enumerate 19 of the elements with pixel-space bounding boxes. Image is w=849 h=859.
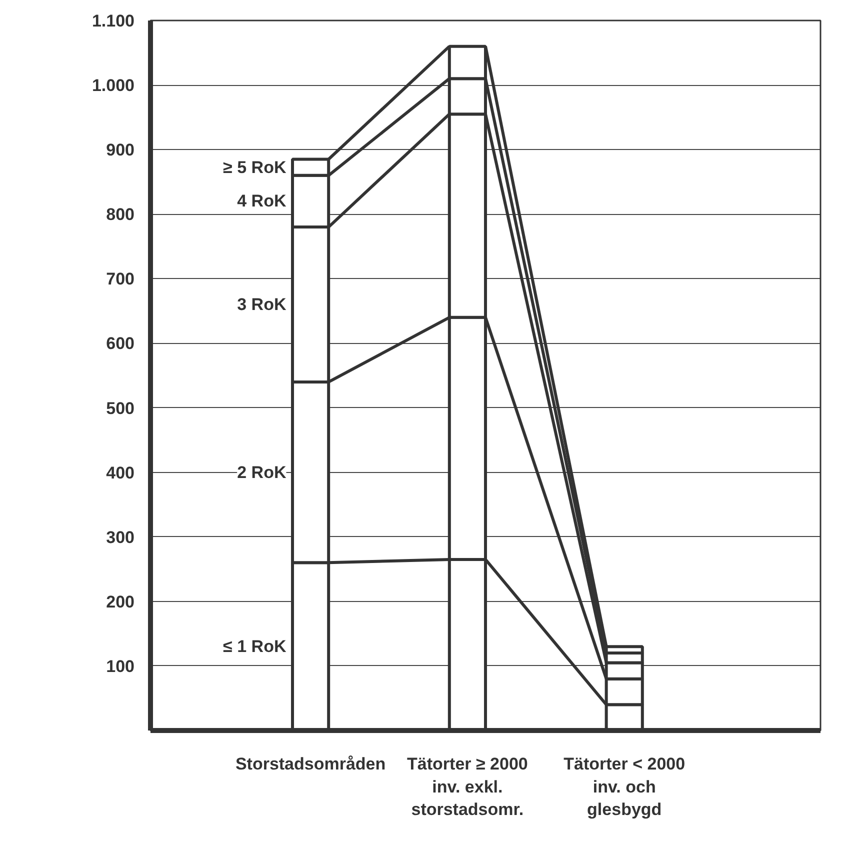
y-tick-label: 400	[106, 463, 135, 482]
y-tick-label: 500	[106, 398, 135, 418]
y-tick-label: 300	[106, 528, 135, 547]
x-tick-label: Tätorter ≥ 2000 inv. exkl. storstadsomr.	[407, 754, 528, 820]
y-tick-label: 100	[106, 656, 135, 676]
y-tick-label: 700	[106, 270, 135, 289]
series-label: ≥ 5 RoK	[223, 158, 287, 177]
series-label: 3 RoK	[237, 295, 287, 314]
y-tick-label: 800	[106, 205, 135, 224]
x-tick-label: Storstadsområden	[235, 754, 386, 774]
y-tick-label: 200	[106, 592, 135, 612]
x-tick-label: Tätorter < 2000 inv. och glesbygd	[564, 754, 686, 820]
y-tick-label: 900	[106, 140, 135, 160]
y-tick-label: 600	[106, 334, 135, 354]
y-tick-label: 1.000	[92, 76, 135, 96]
series-label: ≤ 1 RoK	[223, 637, 287, 656]
y-tick-label: 1.100	[92, 12, 135, 30]
series-label: 4 RoK	[237, 192, 287, 211]
series-label: 2 RoK	[237, 462, 287, 482]
